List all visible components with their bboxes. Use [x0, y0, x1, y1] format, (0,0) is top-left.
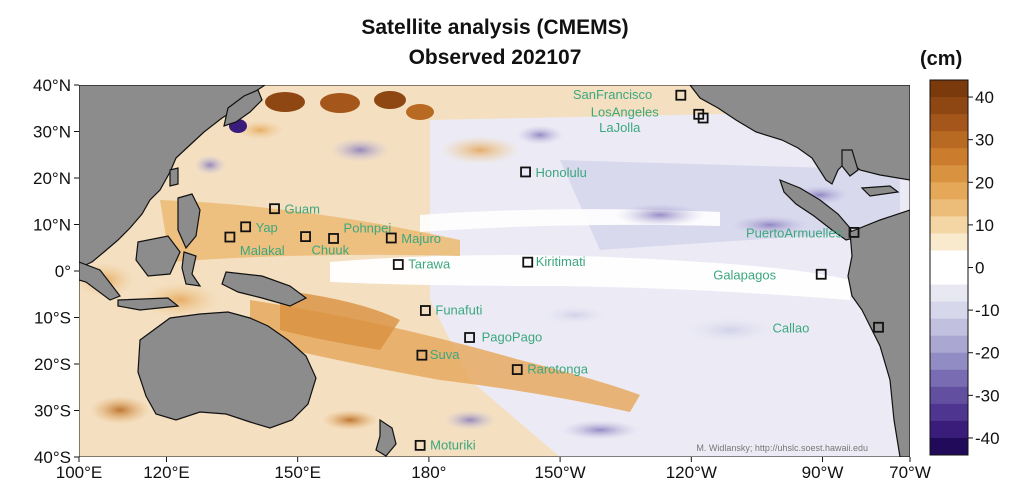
colorbar-swatch [930, 131, 968, 149]
station-label: PuertoArmuelles [746, 225, 843, 240]
station-label: Majuro [401, 231, 441, 246]
lat-label: 30°S [34, 402, 71, 421]
station-label: Callao [773, 320, 810, 335]
map-credit: M. Widlansky; http://uhslc.soest.hawaii.… [696, 443, 868, 453]
colorbar-tick-label: 10 [975, 216, 994, 235]
colorbar-swatch [930, 250, 968, 268]
station-label: Pohnpei [344, 220, 392, 235]
colorbar-swatch [930, 301, 968, 320]
station-marker [815, 268, 827, 280]
colorbar-swatch [930, 199, 968, 217]
map-title-line2: Observed 202107 [408, 46, 582, 69]
station-marker [416, 349, 428, 361]
station-marker [269, 203, 280, 215]
station-label: Suva [430, 347, 460, 362]
colorbar-swatch [930, 216, 968, 234]
colorbar-swatch [930, 114, 968, 132]
station-label: Yap [256, 220, 278, 235]
station-label: SanFrancisco [573, 87, 652, 102]
colorbar-swatch [930, 352, 968, 371]
lat-label: 40°S [34, 448, 71, 467]
colorbar-swatch [930, 386, 968, 405]
station-label: LosAngeles [591, 104, 659, 119]
colorbar-tick-label: 30 [975, 131, 994, 150]
colorbar-swatch [930, 284, 968, 303]
station-label: Galapagos [713, 267, 776, 282]
colorbar-tick-label: -40 [975, 429, 1000, 448]
colorbar-swatch [930, 233, 968, 251]
colorbar-swatch [930, 335, 968, 354]
colorbar-tick-label: 20 [975, 173, 994, 192]
station-marker [522, 256, 534, 268]
colorbar-tick-label: -30 [975, 386, 1000, 405]
station-marker [511, 364, 523, 375]
colorbar-swatch [930, 148, 968, 166]
lon-label: 100°E [56, 463, 103, 482]
lon-label: 180° [411, 463, 446, 482]
lat-label: 30°N [33, 123, 71, 142]
lon-label: 90°W [802, 463, 844, 482]
station-label: Funafuti [435, 303, 482, 318]
lat-label: 10°N [33, 216, 71, 235]
lon-label: 120°E [143, 463, 190, 482]
station-marker [419, 305, 431, 316]
colorbar-swatch [930, 267, 968, 286]
colorbar-swatch [930, 165, 968, 183]
colorbar-swatch [930, 318, 968, 337]
colorbar-swatch [930, 369, 968, 388]
colorbar-swatch [930, 97, 968, 115]
station-marker [464, 332, 475, 343]
station-label: Moturiki [430, 437, 476, 452]
lat-label: 20°S [34, 355, 71, 374]
station-marker [392, 259, 404, 270]
lon-label: 150°W [534, 463, 585, 482]
map-title-line1: Satellite analysis (CMEMS) [361, 16, 629, 39]
station-label: PagoPago [482, 329, 543, 344]
lat-label: 40°N [33, 76, 71, 95]
lon-label: 120°W [666, 463, 717, 482]
lat-label: 0° [55, 262, 71, 281]
station-marker [848, 227, 860, 238]
colorbar-swatch [930, 80, 968, 98]
station-label: Chuuk [312, 243, 350, 258]
colorbar: 40 30 20 10 0 -10 -20 -30 -40 [929, 79, 1000, 456]
lon-label: 70°W [889, 463, 931, 482]
station-marker [300, 231, 311, 242]
colorbar-tick-label: -20 [975, 344, 1000, 363]
lon-label: 150°E [274, 463, 321, 482]
lat-label: 10°S [34, 309, 71, 328]
station-marker [697, 112, 709, 124]
station-marker [224, 231, 236, 243]
station-label: Rarotonga [527, 362, 588, 377]
station-label: Tarawa [408, 256, 451, 271]
station-marker [520, 166, 531, 178]
colorbar-tick-label: 40 [975, 88, 994, 107]
station-label: Malakal [240, 243, 285, 258]
land-masses [79, 85, 910, 457]
station-marker [414, 439, 426, 451]
colorbar-tick-label: 0 [975, 259, 984, 278]
station-marker [385, 232, 397, 244]
station-label: Guam [285, 202, 320, 217]
station-label: LaJolla [599, 120, 641, 135]
colorbar-units: (cm) [920, 48, 963, 70]
colorbar-swatch [930, 403, 968, 422]
lat-label: 20°N [33, 169, 71, 188]
colorbar-swatch [930, 420, 968, 439]
station-label: Honolulu [536, 165, 587, 180]
station-marker [328, 233, 339, 244]
station-marker [675, 89, 687, 101]
station-marker [873, 321, 884, 333]
map-field [79, 85, 910, 457]
colorbar-swatch [930, 182, 968, 200]
colorbar-swatch [930, 437, 968, 456]
station-marker [240, 221, 252, 233]
station-label: Kiritimati [536, 254, 586, 269]
colorbar-tick-label: -10 [975, 301, 1000, 320]
